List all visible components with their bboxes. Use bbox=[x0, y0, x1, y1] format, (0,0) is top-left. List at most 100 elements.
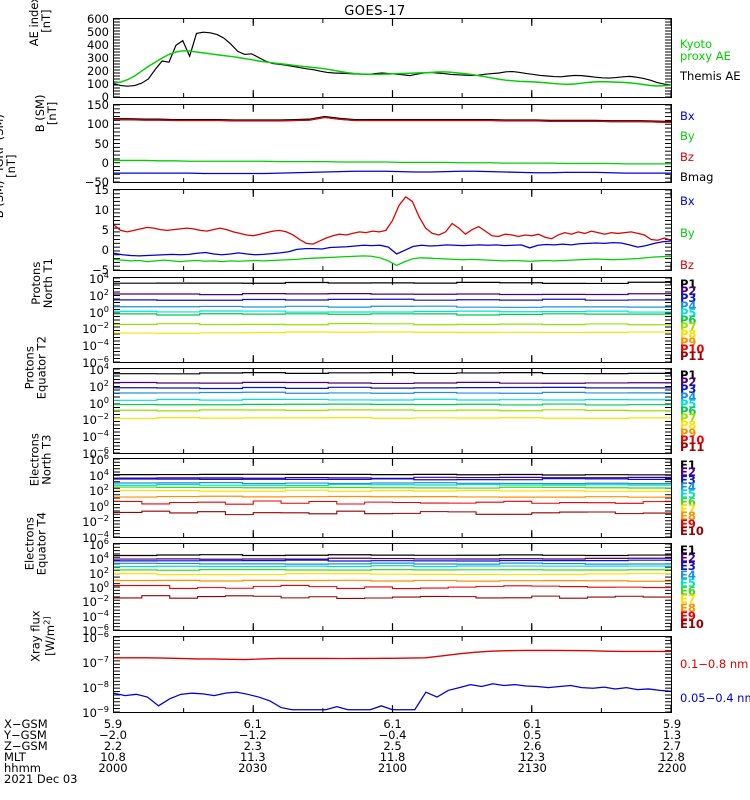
legend-protons-north-t1-p11: P11 bbox=[680, 349, 705, 363]
legend-electrons-north-t3-e9: E9 bbox=[680, 516, 696, 531]
legend-protons-equator-t2-p11: P11 bbox=[680, 440, 705, 454]
y-tick-label: 100 bbox=[89, 579, 109, 595]
y-tick-label: 106 bbox=[89, 536, 109, 552]
legend-electrons-equator-t4-e3: E3 bbox=[680, 559, 696, 574]
y-tick-label: 500 bbox=[87, 25, 109, 39]
legend-b-sm-bmag: Bmag bbox=[680, 170, 714, 184]
axis-row-label-hhmm: hhmm bbox=[4, 761, 41, 775]
y-tick-label: 102 bbox=[89, 286, 109, 303]
legend-protons-north-t1-p9: P9 bbox=[680, 334, 697, 349]
y-tick-label: 400 bbox=[87, 38, 109, 52]
legend-electrons-north-t3-e8: E8 bbox=[680, 509, 696, 524]
y-tick-label: −5 bbox=[92, 263, 109, 277]
axis-row-label-z-gsm: Z−GSM bbox=[4, 739, 48, 753]
axis-value-hhmm-2: 2100 bbox=[377, 761, 408, 775]
axis-value-mlt-1: 11.3 bbox=[239, 750, 266, 764]
y-tick-label: 50 bbox=[94, 136, 109, 151]
y-tick-label: 200 bbox=[87, 64, 109, 78]
y-tick-label: 106 bbox=[89, 451, 109, 467]
legend-electrons-north-t3-e6: E6 bbox=[680, 494, 696, 509]
legend-b-sm-minus-igrf-by: By bbox=[680, 226, 695, 240]
legend-electrons-north-t3-e1: E1 bbox=[680, 458, 696, 472]
y-axis-label-electrons-north-t3: Electrons North T3 bbox=[27, 433, 54, 487]
y-tick-label: 10−2 bbox=[82, 320, 109, 337]
axis-value-mlt-3: 12.3 bbox=[519, 750, 546, 764]
y-tick-label: 10−4 bbox=[82, 529, 109, 545]
legend-xray-flux-0-05-0-4-nm: 0.05−0.4 nm bbox=[680, 691, 750, 705]
y-tick-label: 100 bbox=[87, 77, 109, 91]
panel-b-sm-minus-igrf bbox=[113, 189, 672, 271]
panel-electrons-north-t3 bbox=[113, 458, 672, 538]
legend-electrons-north-t3-e4: E4 bbox=[680, 480, 696, 494]
legend-electrons-equator-t4-e5: E5 bbox=[680, 575, 696, 590]
y-tick-label: 104 bbox=[89, 361, 109, 377]
legend-ae-index-themis-ae: Themis AE bbox=[680, 69, 741, 83]
axis-value-z-gsm-1: 2.3 bbox=[243, 739, 262, 753]
y-axis-label-xray-flux: Xray flux [W/m2] bbox=[28, 609, 57, 662]
legend-protons-equator-t2-p5: P5 bbox=[680, 396, 697, 411]
legend-protons-north-t1-p5: P5 bbox=[680, 305, 697, 320]
legend-protons-north-t1-p3: P3 bbox=[680, 291, 697, 306]
panel-protons-equator-t2 bbox=[113, 368, 672, 454]
axis-value-hhmm-0: 2000 bbox=[98, 761, 128, 775]
y-tick-label: 5 bbox=[101, 223, 109, 237]
legend-electrons-equator-t4-e4: E4 bbox=[680, 567, 696, 582]
y-tick-label: −50 bbox=[84, 175, 109, 189]
axis-value-z-gsm-3: 2.6 bbox=[523, 739, 542, 753]
axis-value-y-gsm-1: −1.2 bbox=[238, 728, 267, 742]
legend-b-sm-minus-igrf-bz: Bz bbox=[680, 258, 694, 272]
axis-value-hhmm-1: 2030 bbox=[238, 761, 268, 775]
legend-electrons-equator-t4-e7: E7 bbox=[680, 592, 696, 607]
y-tick-label: 104 bbox=[89, 270, 109, 286]
y-tick-label: 0 bbox=[101, 90, 109, 104]
y-tick-label: 10−4 bbox=[82, 428, 109, 445]
axis-row-label-x-gsm: X−GSM bbox=[4, 717, 48, 731]
axis-value-x-gsm-3: 6.1 bbox=[523, 717, 542, 731]
y-tick-label: 104 bbox=[89, 550, 109, 567]
legend-protons-equator-t2-p10: P10 bbox=[680, 432, 705, 447]
y-tick-label: 600 bbox=[87, 12, 109, 26]
axis-value-y-gsm-2: −0.4 bbox=[378, 728, 407, 742]
y-tick-label: 15 bbox=[94, 183, 109, 197]
legend-protons-north-t1-p7: P7 bbox=[680, 320, 697, 335]
axis-value-x-gsm-0: 5.9 bbox=[103, 717, 123, 731]
legend-b-sm-bz: Bz bbox=[680, 149, 694, 164]
y-tick-label: 102 bbox=[89, 377, 109, 394]
y-tick-label: 100 bbox=[89, 497, 109, 514]
legend-protons-north-t1-p1: P1 bbox=[680, 277, 697, 291]
panel-ae-index bbox=[113, 18, 672, 98]
y-axis-label-electrons-equator-t4: Electrons Equator T4 bbox=[22, 512, 49, 576]
legend-electrons-equator-t4-e2: E2 bbox=[680, 551, 696, 566]
axis-value-mlt-2: 11.8 bbox=[379, 750, 406, 764]
y-axis-label-b-sm: B (SM) [nT] bbox=[33, 94, 59, 132]
axis-value-hhmm-3: 2130 bbox=[517, 761, 547, 775]
legend-electrons-north-t3-e7: E7 bbox=[680, 502, 696, 516]
legend-electrons-north-t3-e3: E3 bbox=[680, 472, 696, 487]
axis-value-x-gsm-1: 6.1 bbox=[243, 717, 262, 731]
legend-protons-equator-t2-p3: P3 bbox=[680, 382, 697, 397]
y-tick-label: 10−2 bbox=[82, 513, 109, 530]
y-tick-label: 100 bbox=[89, 394, 109, 411]
axis-value-x-gsm-4: 5.9 bbox=[662, 717, 682, 731]
axis-value-hhmm-4: 2200 bbox=[657, 761, 687, 775]
panel-electrons-equator-t4 bbox=[113, 543, 672, 631]
legend-electrons-equator-t4-e6: E6 bbox=[680, 584, 696, 599]
legend-protons-north-t1-p4: P4 bbox=[680, 298, 697, 313]
legend-protons-equator-t2-p4: P4 bbox=[680, 389, 697, 404]
panel-protons-north-t1 bbox=[113, 277, 672, 363]
axis-value-mlt-0: 10.8 bbox=[100, 750, 126, 764]
legend-protons-north-t1-p10: P10 bbox=[680, 341, 705, 356]
legend-protons-equator-t2-p2: P2 bbox=[680, 375, 697, 390]
y-tick-label: 10−7 bbox=[82, 654, 109, 670]
legend-electrons-equator-t4-e1: E1 bbox=[680, 543, 696, 557]
y-axis-label-b-sm-minus-igrf: B (SM)−IGRF (SM)[nT] bbox=[0, 114, 18, 218]
panel-b-sm bbox=[113, 104, 672, 183]
y-tick-label: 300 bbox=[87, 51, 109, 65]
y-tick-label: 0 bbox=[101, 243, 109, 257]
legend-electrons-equator-t4-e8: E8 bbox=[680, 600, 696, 615]
legend-protons-north-t1-p6: P6 bbox=[680, 313, 697, 327]
y-tick-label: 104 bbox=[89, 466, 109, 483]
axis-row-label-mlt: MLT bbox=[4, 750, 26, 764]
y-tick-label: 10−4 bbox=[82, 337, 109, 354]
